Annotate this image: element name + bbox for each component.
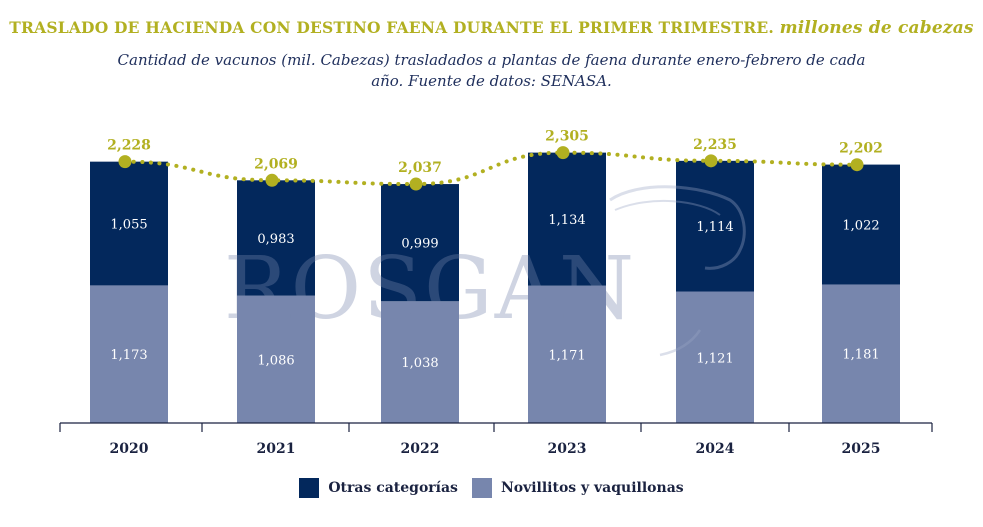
bar-otras-2020 xyxy=(90,161,168,286)
label-novillitos-2022: 1,038 xyxy=(401,356,438,371)
watermark-logo: ROSGAN xyxy=(224,185,746,357)
bar-novillitos-2021 xyxy=(237,295,315,423)
x-tick-label-2023: 2023 xyxy=(548,441,587,457)
label-novillitos-2020: 1,173 xyxy=(110,348,147,363)
total-point-2023 xyxy=(556,146,570,160)
label-novillitos-2024: 1,121 xyxy=(696,351,733,366)
total-label-2024: 2,235 xyxy=(693,137,737,153)
legend-item-otras: Otras categorías xyxy=(299,478,458,498)
total-line xyxy=(123,150,859,187)
label-otras-2022: 0,999 xyxy=(401,237,438,252)
total-label-2025: 2,202 xyxy=(839,141,883,157)
total-label-2023: 2,305 xyxy=(545,129,589,145)
chart-legend: Otras categorías Novillitos y vaquillona… xyxy=(0,478,983,498)
total-point-2025 xyxy=(850,158,864,172)
label-otras-2025: 1,022 xyxy=(842,219,879,234)
chart-title-text: TRASLADO DE HACIENDA CON DESTINO FAENA D… xyxy=(9,18,774,37)
label-otras-2021: 0,983 xyxy=(257,232,294,247)
bar-otras-2023 xyxy=(528,152,606,286)
bar-otras-2022 xyxy=(381,184,459,302)
x-axis: 2020 2021 2022 2023 2024 2025 xyxy=(59,422,933,457)
bar-novillitos-2025 xyxy=(822,284,900,423)
legend-swatch-otras xyxy=(299,478,320,498)
total-point-2024 xyxy=(704,154,718,168)
total-point-2022 xyxy=(409,177,423,191)
total-point-2021 xyxy=(265,173,279,187)
chart-title: TRASLADO DE HACIENDA CON DESTINO FAENA D… xyxy=(0,18,983,38)
legend-swatch-novillitos xyxy=(471,478,492,498)
total-label-2022: 2,037 xyxy=(398,160,442,176)
x-tick-label-2021: 2021 xyxy=(257,441,296,457)
chart-title-unit: millones de cabezas xyxy=(779,18,974,38)
label-novillitos-2023: 1,171 xyxy=(548,348,585,363)
bars-layer: 1,173 1,055 1,086 0,983 1,038 0,999 1,171 1,134… xyxy=(90,152,900,423)
chart-subtitle: Cantidad de vacunos (mil. Cabezas) trasl… xyxy=(117,51,866,90)
stacked-bar-chart: 1,173 1,055 1,086 0,983 1,038 0,999 1,171 1,134… xyxy=(59,129,933,457)
legend-item-novillitos: Novillitos y vaquillonas xyxy=(471,478,684,498)
bar-novillitos-2022 xyxy=(381,301,459,423)
bar-otras-2021 xyxy=(237,180,315,296)
legend-label-novillitos: Novillitos y vaquillonas xyxy=(500,480,684,496)
label-otras-2023: 1,134 xyxy=(548,213,585,228)
bar-novillitos-2020 xyxy=(90,285,168,423)
x-tick-label-2020: 2020 xyxy=(110,441,149,457)
label-otras-2024: 1,114 xyxy=(696,220,733,235)
legend-label-otras: Otras categorías xyxy=(328,480,458,496)
total-label-2020: 2,228 xyxy=(107,138,151,154)
bar-novillitos-2024 xyxy=(676,291,754,423)
watermark-text: ROSGAN xyxy=(224,239,636,339)
label-otras-2020: 1,055 xyxy=(110,218,147,233)
x-tick-label-2024: 2024 xyxy=(696,441,735,457)
bar-otras-2024 xyxy=(676,160,754,292)
total-label-2021: 2,069 xyxy=(254,156,298,172)
x-tick-label-2025: 2025 xyxy=(842,441,881,457)
total-point-2020 xyxy=(118,155,132,169)
label-novillitos-2025: 1,181 xyxy=(842,348,879,363)
label-novillitos-2021: 1,086 xyxy=(257,353,294,368)
total-line-layer: 2,228 2,069 2,037 2,305 2,235 2,202 xyxy=(107,129,883,191)
bar-novillitos-2023 xyxy=(528,285,606,423)
bar-otras-2025 xyxy=(822,164,900,285)
x-tick-label-2022: 2022 xyxy=(401,441,440,457)
